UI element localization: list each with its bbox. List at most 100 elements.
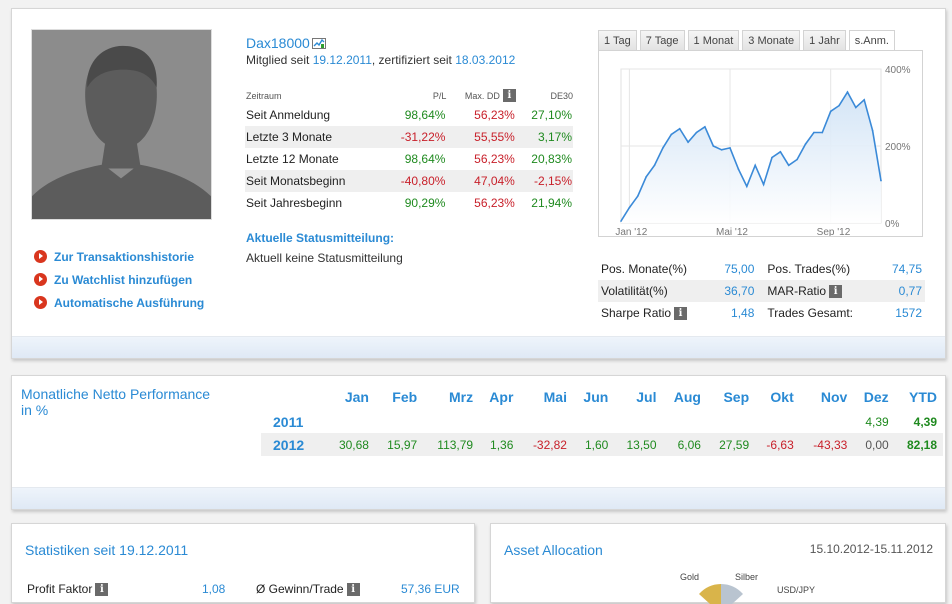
data-point: [863, 99, 866, 101]
month-value: -6,63: [755, 433, 800, 456]
trader-profile-panel: Zur Transaktionshistorie Zu Watchlist hi…: [11, 8, 946, 359]
data-point: [662, 147, 664, 149]
month-value: 13,50: [614, 433, 663, 456]
status-title: Aktuelle Statusmitteilung:: [246, 231, 395, 245]
avatar: [31, 29, 212, 220]
tab-1-jahr[interactable]: 1 Jahr: [803, 30, 846, 51]
tab-seit-anmeldung[interactable]: s.Anm.: [848, 30, 895, 51]
data-point: [762, 183, 765, 186]
y-tick-label: 200%: [885, 142, 911, 153]
month-header: Dez: [863, 389, 889, 405]
key-stats-table: Pos. Monate(%) 75,00 Pos. Trades(%) 74,7…: [598, 258, 925, 324]
info-icon[interactable]: i: [502, 89, 516, 102]
table-row: 2011 4,39 4,39: [261, 410, 943, 433]
auto-execution-link[interactable]: Automatische Ausführung: [34, 291, 204, 314]
data-point: [670, 133, 673, 136]
data-point: [855, 106, 857, 109]
month-value: [573, 410, 614, 433]
month-value: 1,36: [479, 433, 520, 456]
table-row: Seit Jahresbeginn 90,29% 56,23% 21,94%: [246, 196, 572, 210]
arrow-circle-icon: [34, 296, 47, 309]
trader-name[interactable]: Dax18000: [246, 35, 326, 51]
month-header: Feb: [392, 389, 418, 405]
month-header: Okt: [770, 389, 794, 405]
data-point: [880, 179, 882, 182]
avatar-silhouette-icon: [32, 30, 211, 219]
month-header: Jun: [583, 389, 609, 405]
month-header: Jan: [344, 389, 369, 405]
year-cell: 2012: [261, 433, 327, 456]
month-header: Nov: [820, 389, 848, 405]
data-point: [678, 127, 681, 130]
col-pl: P/L: [432, 90, 447, 101]
asset-allocation-panel: Asset Allocation 15.10.2012-15.11.2012 G…: [490, 523, 946, 604]
table-row: Letzte 12 Monate 98,64% 56,23% 20,83%: [246, 152, 572, 166]
alloc-label-gold: Gold: [680, 572, 700, 582]
col-info: i: [500, 87, 516, 104]
y-tick-label: 400%: [885, 65, 911, 76]
avg-gain-value: 57,36 EUR: [401, 582, 460, 596]
performance-table: Zeitraum P/L Max. DD i DE30 Seit Anmeldu…: [245, 87, 573, 214]
data-point: [771, 156, 773, 159]
month-value: -32,82: [519, 433, 573, 456]
allocation-date-range: 15.10.2012-15.11.2012: [809, 542, 933, 556]
data-point: [804, 143, 807, 145]
alloc-label-usdjpy: USD/JPY: [777, 585, 816, 595]
series-area: [621, 92, 881, 223]
data-point: [838, 104, 840, 107]
month-value: [327, 410, 375, 433]
table-row: Seit Monatsbeginn -40,80% 47,04% -2,15%: [245, 170, 573, 192]
membership-info: Mitglied seit 19.12.2011, zertifiziert s…: [246, 53, 516, 67]
data-point: [737, 168, 740, 170]
add-to-watchlist-link[interactable]: Zu Watchlist hinzufügen: [34, 268, 204, 291]
monthly-performance-title: Monatliche Netto Performance in %: [21, 386, 211, 418]
performance-chart: 400% 200% 0% Jan '12 Mai '12 Sep '12: [598, 50, 923, 237]
month-value: [479, 410, 519, 433]
tab-1-monat[interactable]: 1 Monat: [687, 30, 740, 51]
tab-3-monate[interactable]: 3 Monate: [742, 30, 801, 51]
tab-1-tag[interactable]: 1 Tag: [598, 30, 637, 51]
data-point: [720, 149, 723, 151]
month-header: Mai: [543, 389, 567, 405]
monthly-header-row: Jan Feb Mrz Apr Mai Jun Jul Aug Sep Okt Nov Dez YTD: [261, 384, 943, 410]
info-icon[interactable]: i: [674, 307, 688, 321]
month-value: [375, 410, 423, 433]
month-value: [614, 410, 662, 433]
data-point: [712, 145, 715, 147]
month-value: [423, 410, 479, 433]
trader-name-link[interactable]: Dax18000: [246, 35, 310, 51]
month-value: 6,06: [662, 433, 707, 456]
data-point: [704, 125, 706, 128]
x-tick-label: Jan '12: [615, 227, 647, 236]
monthly-performance-table: Jan Feb Mrz Apr Mai Jun Jul Aug Sep Okt Nov Dez YTD …: [261, 384, 943, 456]
data-point: [846, 91, 849, 93]
data-point: [695, 131, 698, 134]
x-tick-label: Sep '12: [817, 227, 851, 236]
ytd-value: 4,39: [913, 414, 937, 429]
transaction-history-link[interactable]: Zur Transaktionshistorie: [34, 245, 204, 268]
table-row: 2012 30,68 15,97 113,79 1,36 -32,82 1,60 13,50 6…: [261, 433, 943, 456]
table-row: Volatilität(%) 36,70 MAR-Ratio i 0,77: [598, 280, 925, 302]
allocation-pie-chart: [699, 584, 743, 604]
data-point: [821, 131, 824, 134]
month-header: Aug: [673, 389, 701, 405]
data-point: [645, 176, 647, 178]
data-point: [746, 185, 748, 188]
data-point: [779, 150, 782, 153]
performance-table-header: Zeitraum P/L Max. DD i DE30: [245, 87, 573, 104]
alloc-label-silber: Silber: [735, 572, 759, 582]
month-value: [519, 410, 573, 433]
member-since-date: 19.12.2011: [312, 53, 372, 67]
tab-7-tage[interactable]: 7 Tage: [639, 30, 685, 51]
panel-footer: [12, 487, 945, 509]
profit-factor-value: 1,08: [202, 582, 226, 596]
arrow-circle-icon: [34, 250, 47, 263]
month-header: Apr: [489, 389, 514, 405]
statistics-panel: Statistiken seit 19.12.2011 Profit Fakto…: [11, 523, 475, 603]
chart-icon[interactable]: [311, 38, 326, 49]
data-point: [796, 158, 798, 161]
info-icon[interactable]: i: [829, 285, 843, 299]
data-point: [787, 164, 790, 167]
chart-range-tabs: 1 Tag 7 Tage 1 Monat 3 Monate 1 Jahr s.A…: [598, 30, 898, 51]
data-point: [754, 164, 756, 167]
